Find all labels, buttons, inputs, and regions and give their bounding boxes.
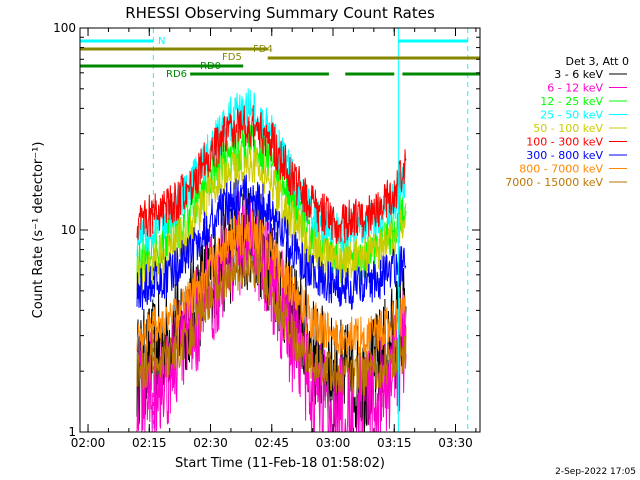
status-flag-label-n: N: [158, 36, 165, 47]
legend-label-6: 300 - 800 keV: [526, 149, 603, 162]
legend-label-3: 25 - 50 keV: [540, 109, 603, 122]
series-layer: [136, 88, 407, 433]
x-tick-label: 02:30: [193, 436, 228, 450]
x-tick-label: 03:30: [438, 436, 473, 450]
status-flag-label-fd4: FD4: [253, 44, 273, 55]
x-tick-label: 02:00: [71, 436, 106, 450]
date-stamp: 2-Sep-2022 17:05: [555, 467, 636, 477]
legend-label-1: 6 - 12 keV: [547, 82, 603, 95]
y-tick-label: 1: [68, 425, 76, 439]
status-flag-label-fd5: FD5: [222, 52, 242, 63]
series-line-6: [136, 174, 407, 310]
axes-layer: 02:00 02:15 02:30 02:45 03:00 03:15 03:30 1 10 10…: [53, 21, 480, 450]
legend-label-0: 3 - 6 keV: [554, 68, 603, 81]
series-line-7: [136, 211, 407, 358]
status-flag-label-rd0: RD0: [200, 61, 221, 72]
series-line-8: [136, 247, 407, 398]
legend-label-2: 12 - 25 keV: [540, 95, 603, 108]
series-line-5: [136, 105, 407, 244]
status-flag-label-rd6: RD6: [166, 69, 187, 80]
legend-label-5: 100 - 300 keV: [526, 136, 603, 149]
legend-label-4: 50 - 100 keV: [533, 122, 603, 135]
x-tick-label: 02:15: [132, 436, 167, 450]
legend-label-8: 7000 - 15000 keV: [505, 176, 603, 189]
series-line-3: [136, 88, 407, 257]
chart-title: RHESSI Observing Summary Count Rates: [125, 4, 435, 22]
x-tick-label: 03:00: [316, 436, 351, 450]
x-tick-label: 02:45: [254, 436, 289, 450]
x-tick-label: 03:15: [377, 436, 412, 450]
x-axis-label: Start Time (11-Feb-18 01:58:02): [175, 456, 385, 471]
legend-title: Det 3, Att 0: [566, 55, 630, 68]
y-tick-label: 100: [53, 21, 76, 35]
y-axis-label: Count Rate (s⁻¹ detector⁻¹): [31, 142, 46, 319]
legend-label-7: 800 - 7000 keV: [519, 163, 603, 176]
y-tick-label: 10: [61, 223, 76, 237]
